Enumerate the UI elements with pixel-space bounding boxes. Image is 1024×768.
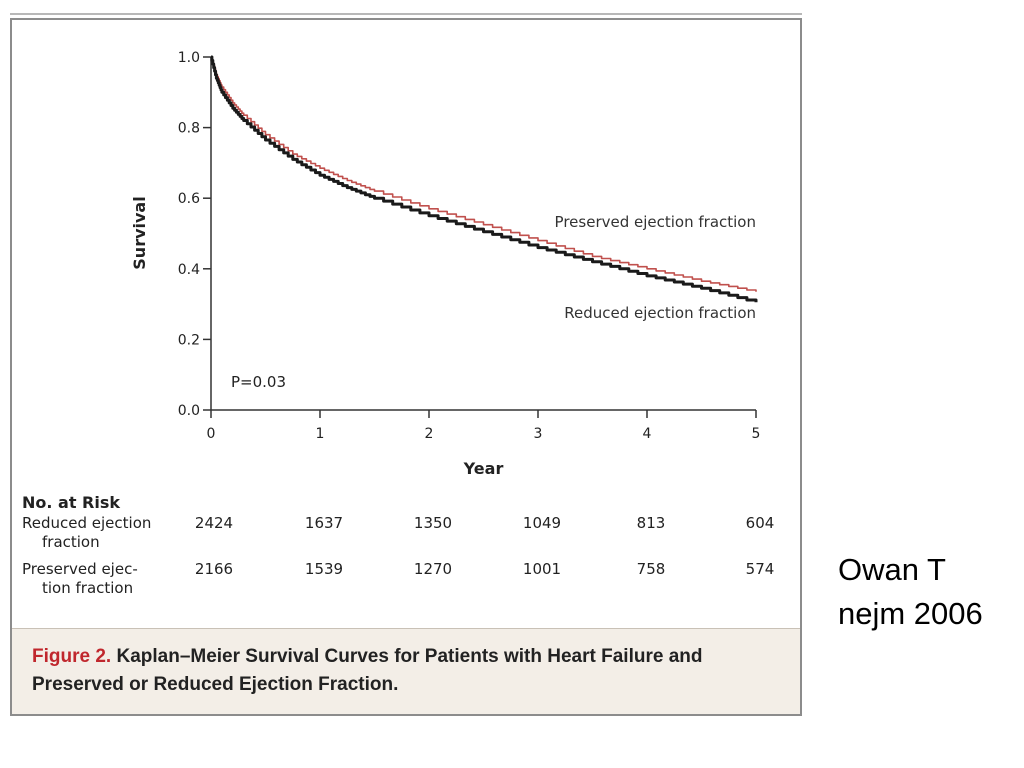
series-line bbox=[210, 55, 758, 303]
series-label-reduced: Reduced ejection fraction bbox=[564, 304, 756, 322]
x-tick-label: 2 bbox=[425, 426, 434, 442]
chart-series bbox=[210, 55, 758, 303]
x-tick-label: 3 bbox=[534, 426, 543, 442]
risk-row-label-line1: Reduced ejection bbox=[22, 514, 152, 532]
risk-row-label-line2: tion fraction bbox=[42, 579, 134, 597]
x-tick-label: 0 bbox=[207, 426, 216, 442]
risk-table-title: No. at Risk bbox=[22, 493, 121, 512]
y-tick-label: 0.0 bbox=[178, 403, 200, 419]
series-line bbox=[211, 56, 757, 292]
risk-value: 1637 bbox=[304, 514, 344, 532]
chart-axes: 0 1 2 3 4 5 0.0 0.2 0.4 0.6 0.8 1.0 bbox=[178, 50, 761, 442]
number-at-risk-table: No. at Risk Reduced ejection fraction 24… bbox=[22, 493, 782, 606]
risk-value: 2424 bbox=[194, 514, 234, 532]
y-axis-label: Survival bbox=[130, 196, 149, 269]
risk-row-preserved: Preserved ejec- tion fraction 2166 1539 … bbox=[22, 560, 782, 606]
risk-row-label: Reduced ejection fraction bbox=[22, 514, 172, 552]
series-label-preserved: Preserved ejection fraction bbox=[555, 213, 756, 231]
citation-source: nejm 2006 bbox=[838, 596, 983, 631]
risk-row-label-line1: Preserved ejec- bbox=[22, 560, 138, 578]
figure-caption: Figure 2. Kaplan–Meier Survival Curves f… bbox=[12, 628, 800, 714]
y-tick-label: 0.8 bbox=[178, 121, 200, 137]
figure-number: Figure 2. bbox=[32, 646, 112, 667]
survival-chart: 0 1 2 3 4 5 0.0 0.2 0.4 0.6 0.8 1.0 Survival Year P… bbox=[130, 50, 761, 478]
risk-value: 1350 bbox=[413, 514, 453, 532]
citation-author: Owan T bbox=[838, 552, 946, 587]
risk-row-reduced: Reduced ejection fraction 2424 1637 1350… bbox=[22, 514, 782, 560]
x-axis-label: Year bbox=[463, 459, 504, 478]
caption-text: Kaplan–Meier Survival Curves for Patient… bbox=[32, 646, 703, 695]
p-value-annotation: P=0.03 bbox=[231, 373, 286, 391]
risk-value: 574 bbox=[745, 560, 775, 578]
x-tick-label: 5 bbox=[752, 426, 761, 442]
risk-value: 604 bbox=[745, 514, 775, 532]
figure-panel bbox=[10, 18, 802, 716]
risk-value: 758 bbox=[636, 560, 666, 578]
figure-top-rule bbox=[10, 13, 802, 15]
risk-value: 813 bbox=[636, 514, 666, 532]
y-tick-label: 0.4 bbox=[178, 262, 200, 278]
risk-row-label-line2: fraction bbox=[42, 533, 100, 551]
risk-value: 2166 bbox=[194, 560, 234, 578]
risk-value: 1049 bbox=[522, 514, 562, 532]
x-tick-label: 4 bbox=[643, 426, 652, 442]
y-tick-label: 1.0 bbox=[178, 50, 200, 66]
risk-row-label: Preserved ejec- tion fraction bbox=[22, 560, 172, 598]
y-tick-label: 0.2 bbox=[178, 332, 200, 348]
risk-value: 1270 bbox=[413, 560, 453, 578]
x-tick-label: 1 bbox=[316, 426, 325, 442]
citation: Owan T nejm 2006 bbox=[838, 548, 983, 636]
risk-value: 1539 bbox=[304, 560, 344, 578]
risk-value: 1001 bbox=[522, 560, 562, 578]
y-tick-label: 0.6 bbox=[178, 191, 200, 207]
